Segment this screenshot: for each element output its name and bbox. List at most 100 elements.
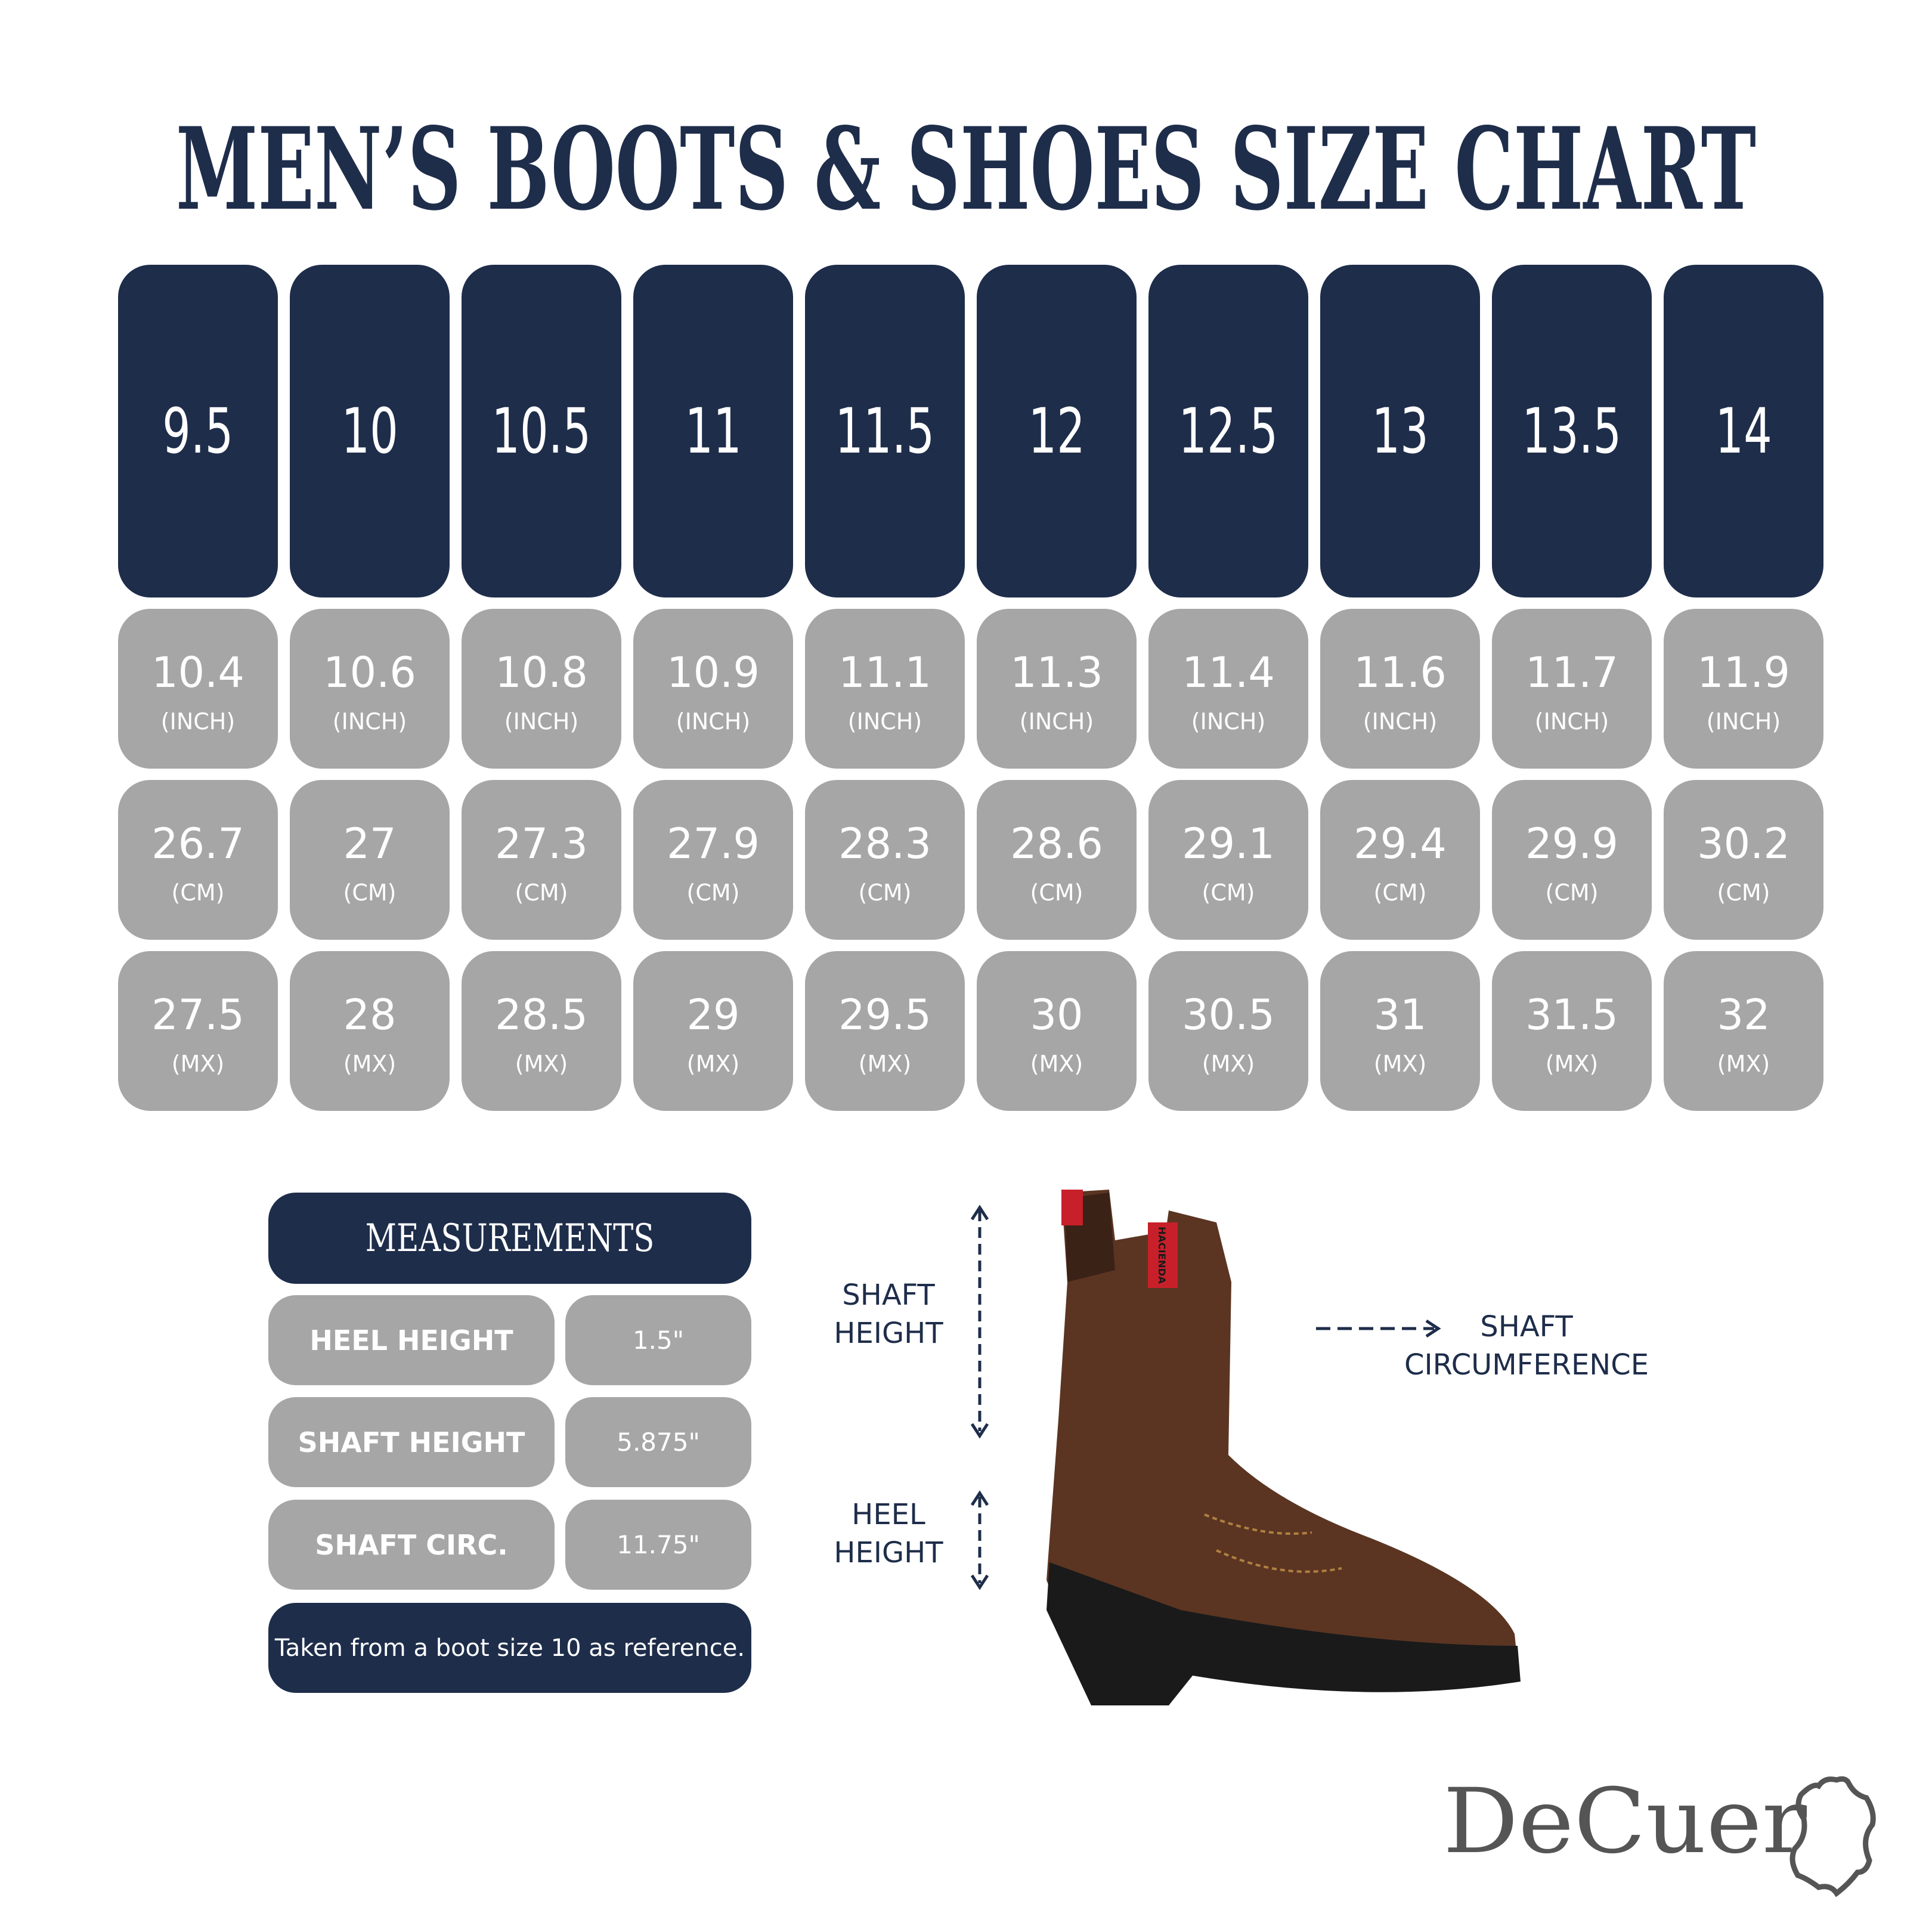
shaft-height-value: 5.875" bbox=[565, 1397, 751, 1487]
size-value-cell: 10.4 (INCH) bbox=[118, 609, 278, 769]
size-value: 28.6 bbox=[1010, 819, 1103, 868]
size-value-cell: 11.6 (INCH) bbox=[1320, 609, 1480, 769]
size-value: 29 bbox=[686, 990, 740, 1039]
size-header-cell: 13 bbox=[1320, 265, 1480, 597]
size-header-cell: 10 bbox=[290, 265, 450, 597]
size-unit: (INCH) bbox=[504, 708, 579, 735]
size-value-cell: 10.9 (INCH) bbox=[633, 609, 793, 769]
size-value: 27.9 bbox=[667, 819, 760, 868]
size-header-cell: 13.5 bbox=[1492, 265, 1652, 597]
us-size: 11.5 bbox=[835, 395, 935, 467]
svg-text:DeCuer: DeCuer bbox=[1443, 1770, 1807, 1874]
size-unit: (MX) bbox=[343, 1051, 397, 1077]
boot-tag bbox=[1148, 1222, 1178, 1288]
size-value: 28.5 bbox=[495, 990, 588, 1039]
size-unit: (CM) bbox=[1545, 880, 1599, 906]
size-value-cell: 29 (MX) bbox=[633, 951, 793, 1111]
size-unit: (INCH) bbox=[676, 708, 751, 735]
size-unit: (INCH) bbox=[332, 708, 407, 735]
us-size: 14 bbox=[1715, 395, 1772, 467]
size-header-cell: 9.5 bbox=[118, 265, 278, 597]
size-value-cell: 30.5 (MX) bbox=[1148, 951, 1308, 1111]
size-unit: (INCH) bbox=[160, 708, 236, 735]
shaft-circumference-arrow-icon bbox=[1316, 1319, 1441, 1338]
size-value-cell: 29.5 (MX) bbox=[805, 951, 965, 1111]
size-value-cell: 11.7 (INCH) bbox=[1492, 609, 1652, 769]
size-unit: (INCH) bbox=[1706, 708, 1781, 735]
size-unit: (MX) bbox=[858, 1051, 912, 1077]
size-value: 27.3 bbox=[495, 819, 588, 868]
measurement-note: Taken from a boot size 10 as reference. bbox=[268, 1603, 751, 1693]
size-unit: (MX) bbox=[1545, 1051, 1599, 1077]
size-unit: (CM) bbox=[686, 880, 740, 906]
size-unit: (INCH) bbox=[1363, 708, 1438, 735]
size-value: 27.5 bbox=[151, 990, 244, 1039]
size-value-cell: 28.5 (MX) bbox=[462, 951, 621, 1111]
size-value-cell: 27.9 (CM) bbox=[633, 780, 793, 940]
page-title: MEN’S BOOTS & SHOES SIZE CHART bbox=[176, 103, 1756, 236]
size-value-cell: 31 (MX) bbox=[1320, 951, 1480, 1111]
size-value: 29.1 bbox=[1182, 819, 1275, 868]
svg-text:MEN’S BOOTS & SHOES SIZE CHART: MEN’S BOOTS & SHOES SIZE CHART bbox=[176, 103, 1756, 236]
size-unit: (CM) bbox=[858, 880, 912, 906]
size-value: 26.7 bbox=[151, 819, 244, 868]
shaft-circ-value: 11.75" bbox=[565, 1500, 751, 1590]
shaft-circumference-caption: SHAFT CIRCUMFERENCE bbox=[1404, 1310, 1649, 1382]
size-value-cell: 10.6 (INCH) bbox=[290, 609, 450, 769]
size-unit: (MX) bbox=[686, 1051, 740, 1077]
size-unit: (CM) bbox=[1202, 880, 1255, 906]
size-value-cell: 28 (MX) bbox=[290, 951, 450, 1111]
heel-height-label: HEEL HEIGHT bbox=[268, 1295, 555, 1385]
size-value: 31 bbox=[1373, 990, 1427, 1039]
size-value: 10.4 bbox=[151, 648, 244, 697]
size-value: 29.4 bbox=[1354, 819, 1447, 868]
size-value-cell: 29.4 (CM) bbox=[1320, 780, 1480, 940]
size-value-cell: 27 (CM) bbox=[290, 780, 450, 940]
size-unit: (MX) bbox=[171, 1051, 225, 1077]
size-header-cell: 11 bbox=[633, 265, 793, 597]
size-value: 11.7 bbox=[1525, 648, 1618, 697]
size-unit: (MX) bbox=[1373, 1051, 1427, 1077]
size-value: 11.6 bbox=[1354, 648, 1447, 697]
us-size: 10.5 bbox=[491, 395, 592, 467]
size-value: 10.8 bbox=[495, 648, 588, 697]
size-value: 30.2 bbox=[1697, 819, 1790, 868]
size-value-cell: 29.1 (CM) bbox=[1148, 780, 1308, 940]
size-value-cell: 32 (MX) bbox=[1664, 951, 1823, 1111]
size-value-cell: 27.5 (MX) bbox=[118, 951, 278, 1111]
us-size: 13 bbox=[1371, 395, 1429, 467]
size-value-cell: 10.8 (INCH) bbox=[462, 609, 621, 769]
size-value-cell: 30 (MX) bbox=[977, 951, 1137, 1111]
size-value: 30 bbox=[1030, 990, 1083, 1039]
size-value: 29.5 bbox=[838, 990, 931, 1039]
size-value-cell: 11.3 (INCH) bbox=[977, 609, 1137, 769]
size-value: 32 bbox=[1717, 990, 1770, 1039]
size-value-cell: 11.1 (INCH) bbox=[805, 609, 965, 769]
shaft-height-caption: SHAFT HEIGHT bbox=[834, 1278, 943, 1350]
size-unit: (CM) bbox=[515, 880, 568, 906]
size-value-cell: 11.4 (INCH) bbox=[1148, 609, 1308, 769]
boot-tag-text: HACIENDA bbox=[1156, 1227, 1168, 1284]
size-value: 28.3 bbox=[838, 819, 931, 868]
size-value-cell: 30.2 (CM) bbox=[1664, 780, 1823, 940]
size-unit: (MX) bbox=[1030, 1051, 1083, 1077]
size-header-cell: 10.5 bbox=[462, 265, 621, 597]
size-unit: (MX) bbox=[515, 1051, 568, 1077]
size-header-cell: 12 bbox=[977, 265, 1137, 597]
us-size: 12.5 bbox=[1178, 395, 1278, 467]
size-value: 11.3 bbox=[1010, 648, 1103, 697]
size-header-cell: 11.5 bbox=[805, 265, 965, 597]
shaft-circ-label: SHAFT CIRC. bbox=[268, 1500, 555, 1590]
shaft-height-label: SHAFT HEIGHT bbox=[268, 1397, 555, 1487]
us-size: 12 bbox=[1028, 395, 1085, 467]
size-value: 28 bbox=[343, 990, 397, 1039]
shaft-height-arrow-icon bbox=[970, 1205, 989, 1439]
us-size: 10 bbox=[341, 395, 398, 467]
size-value-cell: 28.6 (CM) bbox=[977, 780, 1137, 940]
boot-image: HACIENDA bbox=[1046, 1190, 1521, 1705]
measurements-header: MEASUREMENTS bbox=[268, 1193, 751, 1284]
size-unit: (MX) bbox=[1717, 1051, 1770, 1077]
size-value-cell: 26.7 (CM) bbox=[118, 780, 278, 940]
size-unit: (INCH) bbox=[1019, 708, 1094, 735]
